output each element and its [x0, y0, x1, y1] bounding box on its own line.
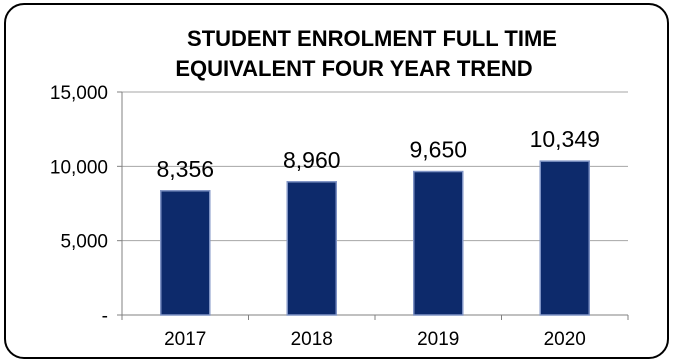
plot-area: - 5,000 10,000 15,000 8,356 2017 8,960 2018 9,65… — [50, 83, 629, 350]
data-label: 9,650 — [409, 137, 467, 163]
data-label: 8,960 — [283, 147, 341, 173]
y-tick-label: - — [102, 306, 108, 327]
bar-2020 — [539, 160, 590, 316]
x-category-label: 2017 — [164, 329, 206, 350]
x-category-label: 2020 — [544, 329, 586, 350]
chart-title-line-1: STUDENT ENROLMENT FULL TIME — [187, 26, 557, 51]
y-tick-label: 10,000 — [50, 157, 108, 178]
chart-title-line-2: EQUIVALENT FOUR YEAR TREND — [175, 56, 532, 81]
y-tick-label: 15,000 — [50, 83, 108, 104]
bar-2019 — [413, 170, 464, 316]
x-category-label: 2019 — [417, 329, 459, 350]
bar-2018 — [286, 181, 337, 316]
y-tick-label: 5,000 — [60, 232, 108, 253]
x-category-label: 2018 — [291, 329, 333, 350]
data-label: 8,356 — [156, 156, 214, 182]
data-label: 10,349 — [530, 126, 600, 152]
bar-2017 — [160, 190, 211, 316]
